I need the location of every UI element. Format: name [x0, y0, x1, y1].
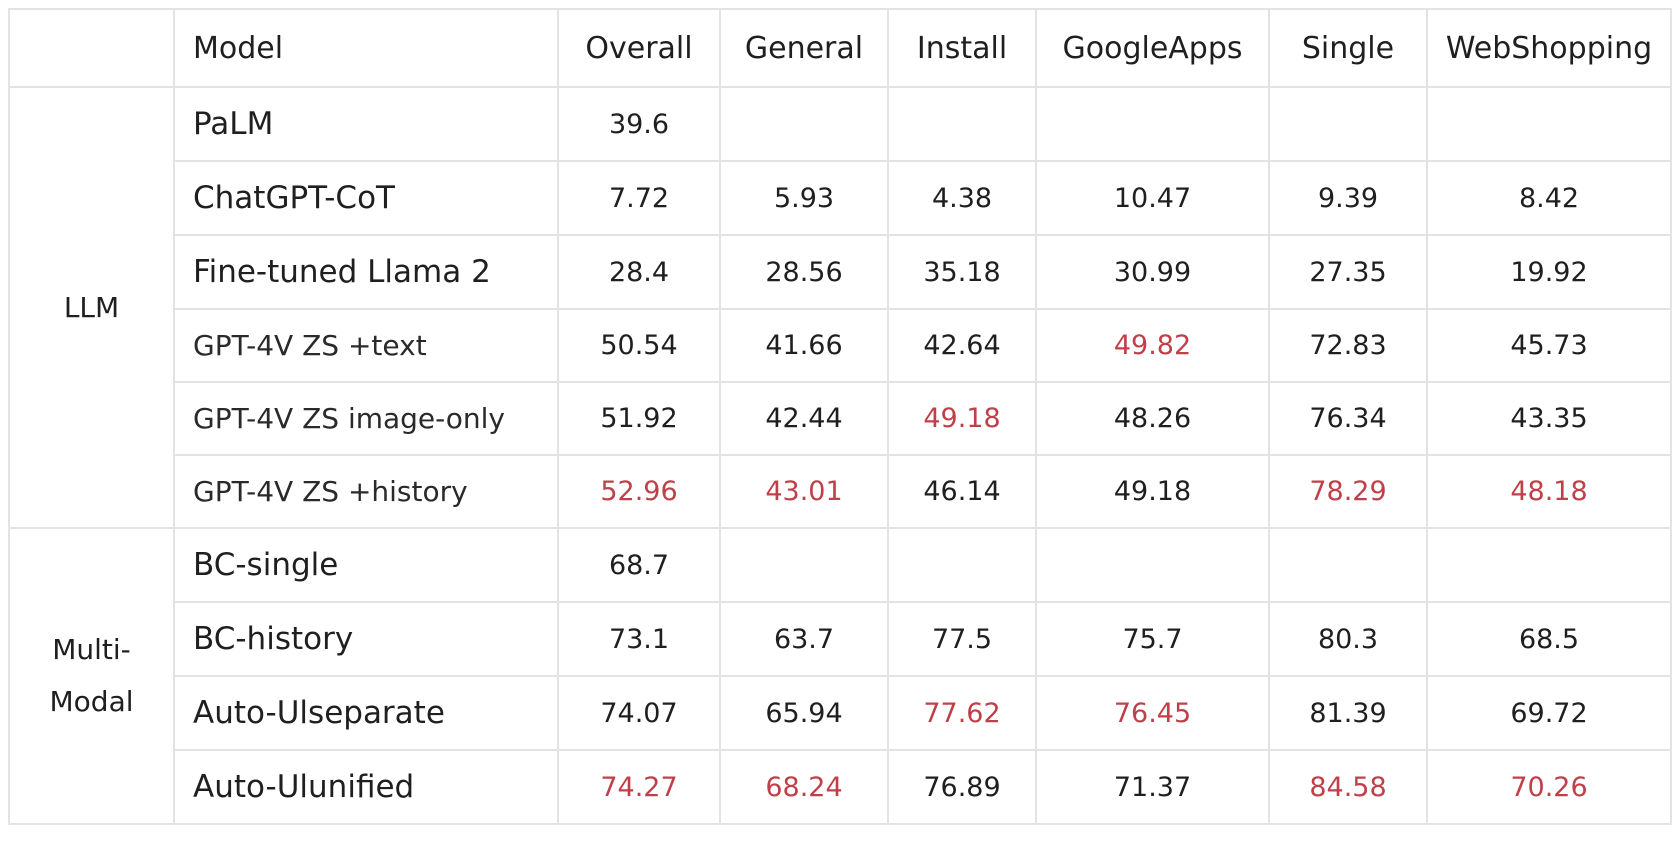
- cell-webshopping: 68.5: [1426, 601, 1672, 677]
- group-label-line2: Modal: [49, 685, 134, 718]
- cell-webshopping: 69.72: [1426, 675, 1672, 751]
- cell-install: [887, 86, 1037, 162]
- cell-install: 35.18: [887, 234, 1037, 310]
- table-row: Auto-Ulseparate 74.07 65.94 77.62 76.45 …: [9, 675, 1672, 751]
- cell-webshopping: [1426, 86, 1672, 162]
- cell-general: 43.01: [719, 454, 889, 529]
- cell-general: 65.94: [719, 675, 889, 751]
- model-name: Auto-Ulunified: [173, 749, 559, 825]
- model-name: GPT-4V ZS image-only: [173, 381, 559, 456]
- table-row: LLM PaLM 39.6: [8, 86, 1672, 529]
- cell-overall: 7.72: [557, 160, 721, 236]
- table-row: GPT-4V ZS +text 50.54 41.66 42.64 49.82 …: [9, 308, 1672, 383]
- table-row: Fine-tuned Llama 2 28.4 28.56 35.18 30.9…: [9, 234, 1672, 310]
- group-label-text: LLM: [63, 290, 120, 324]
- table-row: Multi- Modal BC-single 68.7: [8, 527, 1672, 825]
- table-row: GPT-4V ZS image-only 51.92 42.44 49.18 4…: [9, 381, 1672, 456]
- cell-general: 28.56: [719, 234, 889, 310]
- header-single: Single: [1268, 8, 1428, 88]
- header-webshopping: WebShopping: [1426, 8, 1672, 88]
- cell-googleapps: 48.26: [1035, 381, 1270, 456]
- model-name: BC-single: [173, 527, 559, 603]
- cell-single: 9.39: [1268, 160, 1428, 236]
- cell-overall: 50.54: [557, 308, 721, 383]
- cell-single: [1268, 86, 1428, 162]
- group-label-line1: Multi-: [52, 633, 131, 666]
- cell-webshopping: 45.73: [1426, 308, 1672, 383]
- cell-webshopping: 8.42: [1426, 160, 1672, 236]
- cell-googleapps: [1035, 86, 1270, 162]
- cell-webshopping: 19.92: [1426, 234, 1672, 310]
- cell-googleapps: [1035, 527, 1270, 603]
- cell-install: 77.62: [887, 675, 1037, 751]
- cell-general: 41.66: [719, 308, 889, 383]
- cell-googleapps: 49.82: [1035, 308, 1270, 383]
- cell-overall: 68.7: [557, 527, 721, 603]
- cell-single: 76.34: [1268, 381, 1428, 456]
- cell-overall: 39.6: [557, 86, 721, 162]
- cell-googleapps: 75.7: [1035, 601, 1270, 677]
- cell-install: 49.18: [887, 381, 1037, 456]
- header-overall: Overall: [557, 8, 721, 88]
- cell-webshopping: 70.26: [1426, 749, 1672, 825]
- cell-googleapps: 49.18: [1035, 454, 1270, 529]
- table-row: Auto-Ulunified 74.27 68.24 76.89 71.37 8…: [9, 749, 1672, 825]
- cell-overall: 73.1: [557, 601, 721, 677]
- model-name: GPT-4V ZS +history: [173, 454, 559, 529]
- cell-install: 42.64: [887, 308, 1037, 383]
- group-label-multimodal: Multi- Modal: [8, 527, 175, 825]
- cell-overall: 52.96: [557, 454, 721, 529]
- cell-webshopping: 43.35: [1426, 381, 1672, 456]
- cell-general: 63.7: [719, 601, 889, 677]
- cell-general: 5.93: [719, 160, 889, 236]
- model-name: Auto-Ulseparate: [173, 675, 559, 751]
- cell-webshopping: [1426, 527, 1672, 603]
- cell-single: 72.83: [1268, 308, 1428, 383]
- cell-single: 81.39: [1268, 675, 1428, 751]
- header-install: Install: [887, 8, 1037, 88]
- model-name: ChatGPT-CoT: [173, 160, 559, 236]
- table-row: ChatGPT-CoT 7.72 5.93 4.38 10.47 9.39 8.…: [9, 160, 1672, 236]
- cell-general: 42.44: [719, 381, 889, 456]
- cell-install: 4.38: [887, 160, 1037, 236]
- group-label-llm: LLM: [8, 86, 175, 529]
- results-table: Model Overall General Install GoogleApps…: [8, 8, 1672, 825]
- header-googleapps: GoogleApps: [1035, 8, 1270, 88]
- cell-install: 46.14: [887, 454, 1037, 529]
- cell-install: 76.89: [887, 749, 1037, 825]
- header-model: Model: [173, 8, 559, 88]
- table-row: GPT-4V ZS +history 52.96 43.01 46.14 49.…: [9, 454, 1672, 529]
- cell-googleapps: 71.37: [1035, 749, 1270, 825]
- cell-single: 80.3: [1268, 601, 1428, 677]
- model-name: BC-history: [173, 601, 559, 677]
- header-group: [8, 8, 175, 88]
- cell-single: [1268, 527, 1428, 603]
- cell-install: [887, 527, 1037, 603]
- cell-single: 78.29: [1268, 454, 1428, 529]
- cell-overall: 74.07: [557, 675, 721, 751]
- cell-overall: 74.27: [557, 749, 721, 825]
- header-general: General: [719, 8, 889, 88]
- cell-single: 27.35: [1268, 234, 1428, 310]
- model-name: PaLM: [173, 86, 559, 162]
- table-row: BC-history 73.1 63.7 77.5 75.7 80.3 68.5: [9, 601, 1672, 677]
- cell-general: 68.24: [719, 749, 889, 825]
- cell-googleapps: 30.99: [1035, 234, 1270, 310]
- results-table-container: Model Overall General Install GoogleApps…: [8, 8, 1672, 825]
- cell-install: 77.5: [887, 601, 1037, 677]
- cell-googleapps: 76.45: [1035, 675, 1270, 751]
- cell-googleapps: 10.47: [1035, 160, 1270, 236]
- model-name: GPT-4V ZS +text: [173, 308, 559, 383]
- cell-single: 84.58: [1268, 749, 1428, 825]
- cell-general: [719, 86, 889, 162]
- cell-overall: 28.4: [557, 234, 721, 310]
- cell-general: [719, 527, 889, 603]
- cell-webshopping: 48.18: [1426, 454, 1672, 529]
- header-row: Model Overall General Install GoogleApps…: [8, 8, 1672, 88]
- cell-overall: 51.92: [557, 381, 721, 456]
- model-name: Fine-tuned Llama 2: [173, 234, 559, 310]
